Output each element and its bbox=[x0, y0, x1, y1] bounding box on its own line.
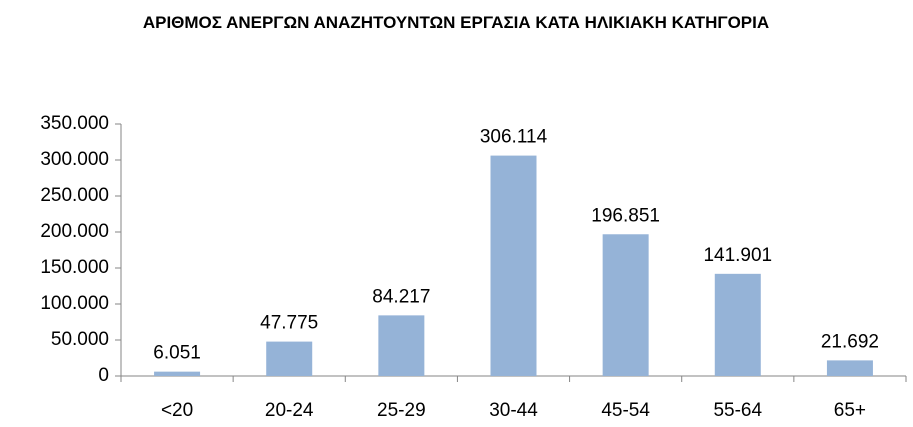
bar bbox=[378, 315, 425, 376]
data-label: 47.775 bbox=[260, 313, 318, 334]
x-tick-label: 45-54 bbox=[601, 400, 650, 421]
bar bbox=[154, 371, 201, 376]
x-tick-label: 55-64 bbox=[713, 400, 762, 421]
y-tick-label: 200.000 bbox=[40, 221, 109, 242]
bar bbox=[714, 273, 761, 376]
x-tick-label: <20 bbox=[161, 400, 193, 421]
y-tick-label: 100.000 bbox=[40, 293, 109, 314]
data-label: 306.114 bbox=[480, 127, 548, 148]
data-label: 196.851 bbox=[591, 205, 660, 226]
bar bbox=[826, 360, 873, 376]
y-tick-label: 0 bbox=[98, 365, 109, 386]
y-tick-label: 350.000 bbox=[40, 113, 109, 134]
bar bbox=[266, 341, 313, 376]
y-tick-label: 150.000 bbox=[40, 257, 109, 278]
data-label: 141.901 bbox=[703, 245, 772, 266]
data-label: 21.692 bbox=[821, 331, 879, 352]
y-tick-label: 300.000 bbox=[40, 149, 109, 170]
data-label: 6.051 bbox=[153, 343, 201, 364]
chart-title: ΑΡΙΘΜΟΣ ΑΝΕΡΓΩΝ ΑΝΑΖΗΤΟΥΝΤΩΝ ΕΡΓΑΣΙΑ ΚΑΤ… bbox=[142, 13, 770, 32]
x-tick-label: 65+ bbox=[834, 400, 866, 421]
y-tick-label: 50.000 bbox=[51, 329, 109, 350]
x-tick-label: 25-29 bbox=[377, 400, 426, 421]
data-label: 84.217 bbox=[372, 286, 430, 307]
y-tick-label: 250.000 bbox=[40, 185, 109, 206]
x-tick-label: 20-24 bbox=[265, 400, 314, 421]
bar bbox=[490, 155, 537, 376]
bar bbox=[602, 234, 649, 376]
x-tick-label: 30-44 bbox=[489, 400, 538, 421]
